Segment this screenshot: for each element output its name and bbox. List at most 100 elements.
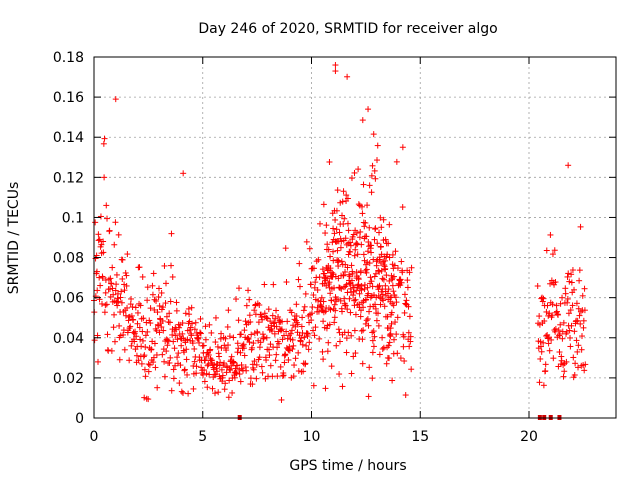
data-point: [568, 279, 575, 286]
data-point: [299, 314, 306, 321]
data-point: [538, 348, 545, 355]
data-point: [360, 181, 367, 188]
data-point: [348, 370, 355, 377]
data-point: [118, 299, 125, 306]
data-point: [571, 372, 578, 379]
data-point: [180, 389, 187, 396]
data-point: [251, 358, 258, 365]
data-point: [144, 328, 151, 335]
data-point: [343, 192, 350, 199]
data-point: [167, 354, 174, 361]
data-point: [540, 339, 547, 346]
data-point: [394, 350, 401, 357]
data-point: [344, 73, 351, 80]
data-point: [377, 243, 384, 250]
data-point: [326, 279, 333, 286]
data-point: [145, 361, 152, 368]
data-point: [222, 335, 229, 342]
data-point: [539, 294, 546, 301]
data-point: [553, 302, 560, 309]
data-point: [277, 363, 284, 370]
data-point: [250, 340, 257, 347]
data-point: [223, 347, 230, 354]
data-point: [299, 341, 306, 348]
data-point: [206, 371, 213, 378]
data-point: [365, 393, 372, 400]
data-point: [352, 246, 359, 253]
data-point: [150, 270, 157, 277]
data-point: [385, 240, 392, 247]
data-point: [391, 336, 398, 343]
data-point: [550, 355, 557, 362]
data-point: [100, 140, 107, 147]
data-point: [364, 248, 371, 255]
data-point: [562, 285, 569, 292]
data-point: [228, 353, 235, 360]
data-point: [259, 369, 266, 376]
data-point: [372, 175, 379, 182]
data-point: [184, 371, 191, 378]
data-point: [207, 346, 214, 353]
data-point: [398, 279, 405, 286]
data-point: [371, 273, 378, 280]
data-point: [112, 96, 119, 103]
data-point: [250, 366, 257, 373]
data-point: [107, 275, 114, 282]
data-point: [134, 309, 141, 316]
data-point: [339, 383, 346, 390]
data-point: [354, 251, 361, 258]
data-point: [135, 357, 142, 364]
data-point: [127, 323, 134, 330]
data-point: [151, 306, 158, 313]
data-point: [579, 333, 586, 340]
data-point: [573, 337, 580, 344]
data-point: [245, 335, 252, 342]
data-point: [324, 275, 331, 282]
data-point: [197, 315, 204, 322]
data-point: [212, 371, 219, 378]
data-point: [339, 308, 346, 315]
data-point: [372, 270, 379, 277]
data-point: [397, 355, 404, 362]
data-point: [155, 285, 162, 292]
data-point: [283, 328, 290, 335]
data-point: [377, 301, 384, 308]
data-point: [183, 346, 190, 353]
data-point: [160, 327, 167, 334]
data-point: [398, 258, 405, 265]
data-point: [392, 294, 399, 301]
data-point: [336, 371, 343, 378]
data-point: [361, 223, 368, 230]
data-point: [201, 378, 208, 385]
data-point: [248, 331, 255, 338]
data-point: [307, 281, 314, 288]
data-point: [348, 277, 355, 284]
data-point: [275, 313, 282, 320]
data-point: [368, 189, 375, 196]
data-point: [236, 285, 243, 292]
data-point: [310, 292, 317, 299]
data-point: [575, 305, 582, 312]
data-point: [581, 367, 588, 374]
data-point: [97, 213, 104, 220]
data-point: [296, 260, 303, 267]
data-point: [348, 262, 355, 269]
data-point: [211, 361, 218, 368]
data-point: [200, 342, 207, 349]
data-point: [150, 359, 157, 366]
data-point: [383, 272, 390, 279]
data-point: [565, 162, 572, 169]
data-point: [316, 335, 323, 342]
data-point: [205, 361, 212, 368]
data-point: [140, 353, 147, 360]
data-point: [267, 318, 274, 325]
data-point: [326, 158, 333, 165]
data-point: [562, 290, 569, 297]
data-point: [318, 303, 325, 310]
data-point: [558, 357, 565, 364]
data-point: [547, 280, 554, 287]
data-point: [154, 309, 161, 316]
data-point: [218, 366, 225, 373]
data-point: [229, 389, 236, 396]
